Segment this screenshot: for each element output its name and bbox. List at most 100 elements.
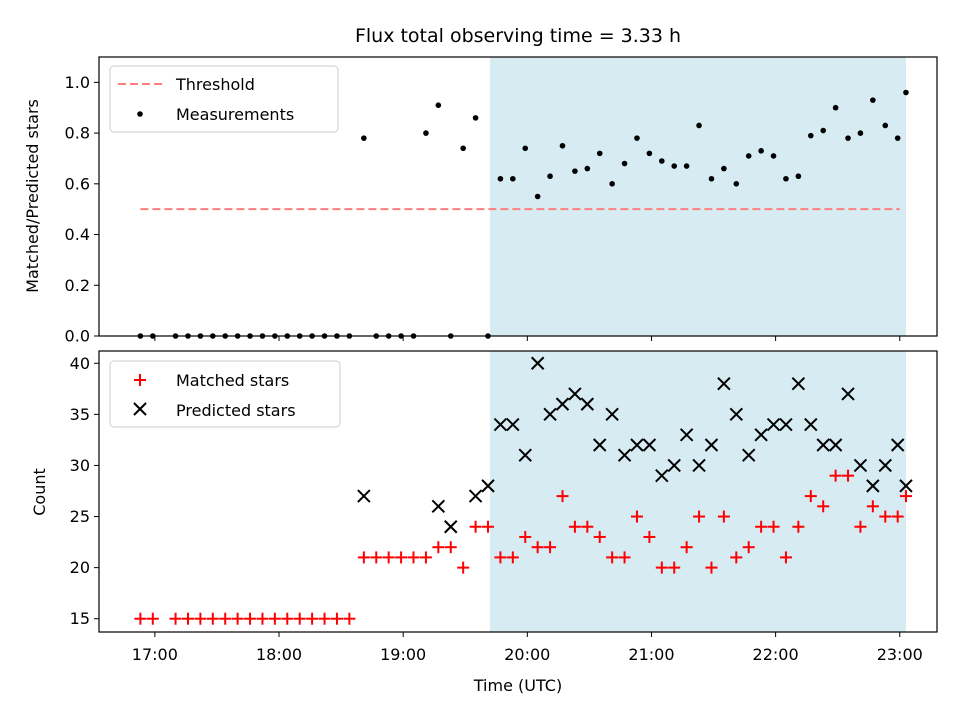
predicted-star-point	[568, 387, 582, 401]
legend-matched-marker	[134, 374, 146, 386]
measurement-point	[435, 102, 442, 108]
matched-star-point	[668, 561, 681, 574]
observing-window-shade	[490, 57, 906, 336]
matched-star-point	[879, 510, 892, 523]
top-panel-frame	[98, 56, 938, 337]
matched-star-point	[268, 612, 281, 625]
measurement-point	[572, 168, 578, 174]
matched-star-point	[531, 541, 544, 554]
matched-star-point	[891, 510, 904, 523]
matched-star-point	[655, 561, 668, 574]
bottom-y-axis-label: Count	[30, 468, 49, 516]
matched-star-point	[854, 520, 867, 533]
top-y-tick-label: 0.6	[65, 174, 90, 193]
matched-star-point	[506, 551, 519, 564]
predicted-star-point	[444, 520, 458, 534]
matched-star-point	[244, 612, 257, 625]
measurement-point	[820, 127, 826, 134]
measurement-point	[882, 122, 889, 129]
matched-star-point	[481, 520, 494, 533]
matched-star-point	[181, 612, 194, 625]
x-tick-label: 19:00	[380, 645, 426, 664]
matched-star-point	[395, 551, 408, 564]
predicted-star-point	[742, 448, 756, 462]
top-legend: Threshold Measurements	[109, 65, 339, 133]
matched-star-point	[293, 612, 306, 625]
predicted-star-point	[555, 397, 570, 411]
matched-star-point	[382, 551, 395, 564]
predicted-star-point	[717, 376, 731, 391]
matched-star-point	[169, 612, 182, 625]
predicted-star-point	[729, 407, 744, 422]
measurement-point	[870, 97, 876, 103]
x-tick-label: 17:00	[132, 645, 178, 664]
bottom-y-tick-label: 20	[70, 558, 90, 577]
measurement-point	[423, 130, 429, 136]
matched-star-point	[581, 520, 594, 533]
measurement-point	[832, 104, 839, 111]
matched-star-point	[866, 500, 879, 513]
measurement-point	[758, 148, 764, 154]
x-tick-label: 20:00	[504, 645, 550, 664]
measurement-point	[534, 193, 541, 200]
bottom-legend: Matched stars Predicted stars	[109, 360, 341, 428]
matched-star-point	[544, 541, 557, 554]
measurement-point	[894, 135, 901, 141]
measurement-point	[708, 175, 715, 182]
predicted-star-point	[468, 489, 483, 503]
x-tick-label: 22:00	[753, 645, 799, 664]
matched-star-point	[519, 530, 532, 543]
predicted-star-point	[481, 479, 495, 493]
matched-star-point	[194, 612, 207, 625]
measurement-point	[522, 145, 529, 152]
top-y-tick-label: 0.0	[65, 327, 90, 346]
predicted-star-point	[899, 479, 913, 493]
matched-star-point	[432, 541, 445, 554]
matched-star-point	[219, 612, 232, 625]
matched-star-point	[419, 551, 432, 564]
predicted-star-point	[878, 458, 892, 473]
predicted-star-point	[704, 438, 719, 452]
predicted-star-point	[816, 438, 830, 452]
bottom-y-tick-label: 40	[70, 354, 90, 373]
matched-star-point	[444, 541, 457, 554]
measurement-point	[547, 173, 553, 180]
matched-star-point	[134, 612, 147, 625]
matched-star-point	[231, 612, 244, 625]
legend-predicted-marker	[133, 402, 147, 416]
matched-star-point	[146, 612, 159, 625]
matched-star-point	[330, 612, 343, 625]
matched-star-point	[568, 520, 581, 533]
measurement-point	[903, 89, 909, 96]
measurement-point	[609, 181, 615, 187]
measurement-point	[845, 135, 851, 141]
top-y-axis-label: Matched/Predicted stars	[23, 99, 42, 293]
matched-star-point	[842, 469, 855, 482]
measurement-point	[596, 150, 603, 157]
predicted-star-point	[357, 489, 371, 503]
matched-star-point	[494, 551, 507, 564]
measurement-point	[361, 135, 367, 141]
predicted-star-point	[431, 499, 446, 514]
matched-star-point	[899, 490, 912, 503]
measurement-point	[857, 130, 864, 136]
matched-star-point	[281, 612, 294, 625]
measurement-point	[559, 142, 566, 149]
legend-measurements-marker	[137, 111, 143, 117]
chart-title: Flux total observing time = 3.33 h	[355, 25, 681, 47]
matched-star-point	[457, 561, 470, 574]
top-y-tick-label: 0.2	[65, 276, 90, 295]
measurement-point	[770, 153, 777, 159]
measurement-point	[783, 175, 789, 182]
observing-window-shade	[490, 351, 906, 632]
predicted-star-point	[530, 356, 545, 370]
matched-star-point	[618, 551, 631, 564]
measurement-point	[497, 175, 504, 182]
predicted-star-point	[828, 438, 843, 452]
measurement-point	[683, 163, 690, 169]
predicted-star-point	[779, 417, 793, 432]
x-tick-label: 21:00	[628, 645, 674, 664]
legend-predicted-label: Predicted stars	[176, 401, 296, 420]
measurement-point	[584, 165, 591, 172]
bottom-y-tick-label: 30	[70, 456, 90, 475]
